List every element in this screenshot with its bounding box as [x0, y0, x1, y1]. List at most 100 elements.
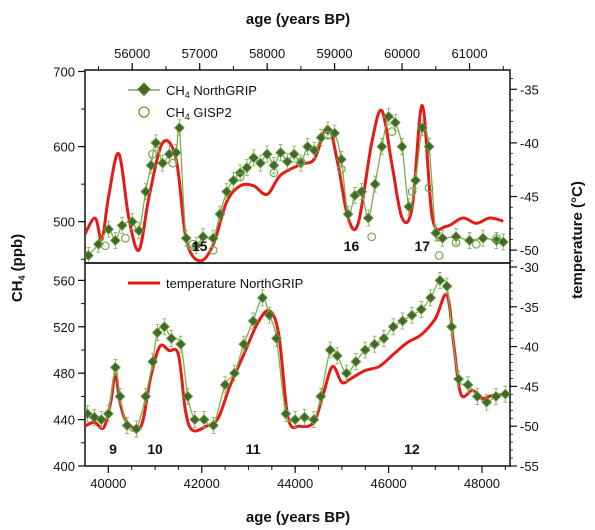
lower-ch4-ngrip-marker — [182, 390, 194, 402]
lower-panel-frame — [84, 262, 511, 467]
upper-right-y-tick-label: -40 — [520, 136, 539, 151]
lower-right-y-tick-label: -45 — [520, 379, 539, 394]
lower-ch4-ngrip-marker — [95, 414, 107, 426]
top-x-tick-label: 57000 — [182, 46, 218, 61]
legend-ch4-ngrip-label: CH4 NorthGRIP — [166, 83, 257, 100]
upper-ch4-ngrip-marker — [214, 208, 226, 220]
lower-left-y-tick-label: 520 — [53, 320, 75, 335]
lower-left-y-tick-label: 560 — [53, 273, 75, 288]
legend-ch4-gisp2-label: CH4 GISP2 — [166, 105, 232, 122]
lower-event-label: 12 — [404, 441, 420, 457]
top-x-axis-title: age (years BP) — [246, 11, 350, 28]
upper-ch4-ngrip-marker — [302, 141, 314, 153]
lower-temperature-line — [85, 292, 506, 433]
upper-ch4-ngrip-marker — [281, 156, 293, 168]
upper-ch4-gisp2-marker — [451, 238, 461, 248]
upper-ch4-ngrip-marker — [362, 212, 374, 224]
lower-ch4-ngrip-marker — [471, 390, 483, 402]
upper-panel-series — [85, 103, 509, 263]
upper-ch4-gisp2-marker — [336, 164, 346, 174]
upper-ch4-ngrip-marker — [376, 141, 388, 153]
upper-right-y-tick-label: -45 — [520, 190, 539, 205]
upper-ch4-gisp2-marker — [323, 130, 333, 140]
lower-right-y-tick-label: -35 — [520, 300, 539, 315]
upper-ch4-ngrip-marker — [207, 232, 219, 244]
lower-ch4-ngrip-marker — [308, 414, 320, 426]
upper-ch4-ngrip-marker — [116, 220, 128, 231]
lower-panel-series — [85, 271, 510, 438]
upper-ch4-gisp2-marker — [148, 149, 157, 159]
upper-ch4-ngrip-marker — [389, 117, 401, 129]
upper-ch4-ngrip-marker — [288, 148, 300, 160]
lower-ch4-ngrip-marker — [331, 350, 343, 362]
upper-ch4-ngrip-marker — [335, 153, 347, 165]
lower-ch4-ngrip-marker — [114, 390, 126, 402]
lower-ch4-ngrip-marker — [247, 315, 259, 327]
lower-ch4-ngrip-marker — [499, 388, 510, 400]
lower-ch4-ngrip-marker — [481, 396, 493, 408]
right-y-axis-title: temperature (°C) — [569, 181, 586, 299]
lower-ch4-ngrip-marker — [238, 338, 250, 350]
upper-right-y-tick-label: -50 — [520, 243, 539, 258]
lower-ch4-ngrip-marker — [280, 408, 292, 420]
lower-panel-ticks: 40000 42000 44000 46000 48000 400 440 480 520 560… — [53, 260, 539, 491]
upper-ch4-ngrip-marker — [93, 238, 104, 250]
top-x-tick-label: 60000 — [384, 46, 420, 61]
upper-ch4-ngrip-marker — [410, 174, 421, 186]
upper-left-y-tick-label: 700 — [53, 65, 75, 80]
upper-ch4-ngrip-marker — [109, 235, 121, 246]
lower-ch4-ngrip-marker — [387, 321, 399, 333]
upper-ch4-ngrip-marker — [221, 186, 233, 198]
lower-ch4-ngrip-marker — [207, 419, 219, 431]
lower-ch4-ngrip-marker — [147, 356, 159, 368]
lower-ch4-ngrip-marker — [102, 408, 114, 420]
lower-ch4-ngrip-marker — [299, 411, 310, 423]
upper-ch4-gisp2-marker — [367, 232, 377, 242]
lower-ch4-ngrip-marker — [415, 303, 427, 315]
lower-ch4-ngrip-marker — [378, 332, 390, 344]
upper-ch4-ngrip-marker — [174, 122, 185, 134]
upper-ch4-ngrip-marker — [430, 227, 442, 239]
upper-panel-ticks: 56000 57000 58000 59000 60000 61000 500 600 700 -… — [53, 46, 539, 262]
upper-ch4-gisp2-marker — [424, 183, 434, 193]
upper-ch4-ngrip-marker — [268, 159, 280, 171]
top-x-tick-label: 59000 — [317, 46, 353, 61]
lower-ch4-ngrip-marker — [219, 379, 231, 391]
upper-ch4-gisp2-marker — [269, 168, 279, 178]
lower-panel: 40000 42000 44000 46000 48000 400 440 480 520 560… — [53, 260, 539, 491]
bottom-x-tick-label: 42000 — [184, 476, 220, 491]
lower-left-y-tick-label: 400 — [53, 459, 75, 474]
upper-ch4-gisp2-marker — [296, 157, 306, 167]
lower-ch4-ngrip-marker — [130, 423, 142, 435]
upper-ch4-ngrip-marker — [157, 157, 169, 169]
lower-right-y-tick-label: -50 — [520, 419, 539, 434]
upper-ch4-ngrip-marker — [464, 235, 475, 246]
upper-ch4-gisp2-marker — [188, 239, 198, 249]
upper-ch4-ngrip-marker — [248, 152, 260, 164]
lower-ch4-ngrip-marker — [446, 321, 458, 333]
lower-ch4-ngrip-marker — [341, 367, 352, 379]
lower-ch4-ngrip-marker — [350, 356, 362, 368]
lower-ch4-ngrip-marker — [397, 315, 409, 327]
lower-ch4-ngrip-marker — [324, 344, 336, 356]
lower-ch4-ngrip-marker — [151, 327, 163, 339]
legend-ch4-gisp2-marker — [138, 106, 150, 118]
upper-ch4-ngrip-marker — [383, 111, 395, 122]
left-y-axis-title: CH4 (ppb) — [9, 234, 27, 302]
upper-ch4-ngrip-marker — [329, 127, 341, 139]
top-x-tick-label: 56000 — [114, 46, 150, 61]
lower-event-label: 10 — [147, 441, 163, 457]
top-x-tick-label: 58000 — [249, 46, 285, 61]
upper-ch4-ngrip-marker — [145, 159, 157, 171]
upper-ch4-ngrip-marker — [450, 231, 462, 243]
lower-ch4-ngrip-marker — [441, 280, 453, 292]
upper-ch4-ngrip-marker — [356, 186, 368, 198]
lower-ch4-ngrip-marker — [434, 274, 446, 286]
upper-ch4-ngrip-marker — [416, 122, 428, 134]
upper-panel: 56000 57000 58000 59000 60000 61000 500 600 700 -… — [53, 46, 539, 264]
lower-ch4-ngrip-marker — [289, 414, 301, 426]
upper-ch4-ngrip-marker — [342, 208, 354, 220]
lower-ch4-ngrip-marker — [229, 367, 240, 379]
upper-temperature-line — [85, 103, 504, 263]
